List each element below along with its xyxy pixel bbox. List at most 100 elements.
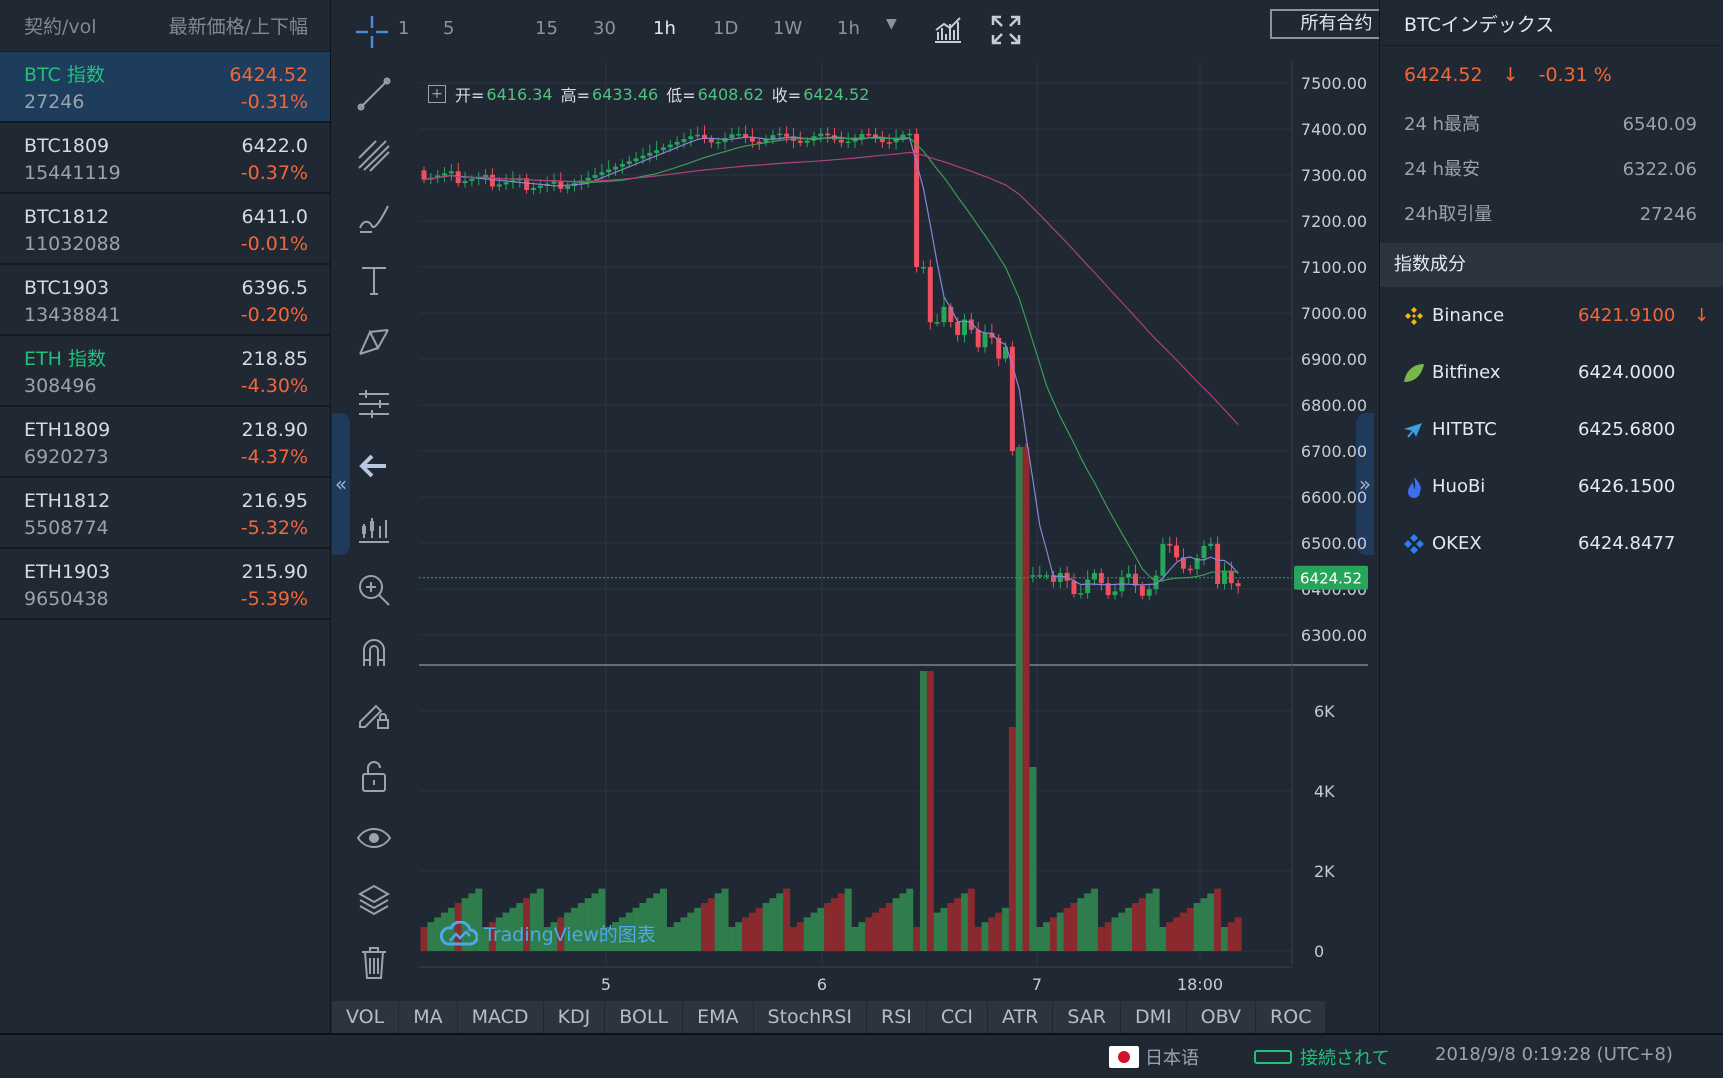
volume-bar: [1015, 447, 1023, 951]
indicator-tab-cci[interactable]: CCI: [927, 1001, 989, 1033]
magnet-icon[interactable]: [354, 632, 394, 672]
contract-row[interactable]: ETH1903 215.90 9650438 -5.39%: [0, 549, 330, 620]
indicator-tab-sar[interactable]: SAR: [1053, 1001, 1121, 1033]
zoom-in-icon[interactable]: [354, 570, 394, 610]
contract-change: -5.32%: [240, 517, 308, 539]
interval-1w[interactable]: 1W: [773, 18, 803, 39]
current-price-label: 6424.52: [1300, 570, 1362, 588]
indicators-chart-icon[interactable]: [928, 10, 968, 50]
exchange-row[interactable]: HuoBi 6426.1500: [1380, 458, 1723, 515]
contract-row[interactable]: ETH1809 218.90 6920273 -4.37%: [0, 407, 330, 478]
volume-bar: [584, 898, 592, 951]
volume-bar: [475, 888, 483, 951]
indicator-tab-vol[interactable]: VOL: [332, 1001, 400, 1033]
open-label: 开=: [455, 86, 485, 105]
indicator-tab-macd[interactable]: MACD: [458, 1001, 544, 1033]
exchange-row[interactable]: OKEX 6424.8477: [1380, 515, 1723, 572]
contract-row[interactable]: ETH1812 216.95 5508774 -5.32%: [0, 478, 330, 549]
candle-body: [619, 163, 625, 167]
huobi-icon: [1402, 475, 1426, 499]
exchange-row[interactable]: HITBTC 6425.6800: [1380, 401, 1723, 458]
exchange-row[interactable]: Binance 6421.9100 ↓: [1380, 287, 1723, 344]
contract-volume: 15441119: [24, 162, 121, 184]
contract-row[interactable]: BTC1812 6411.0 11032088 -0.01%: [0, 194, 330, 265]
collapse-right-panel-button[interactable]: »: [1356, 413, 1374, 555]
candle-body: [448, 171, 454, 174]
indicator-tab-roc[interactable]: ROC: [1256, 1001, 1327, 1033]
unlock-icon[interactable]: [354, 756, 394, 796]
fib-tool-icon[interactable]: [354, 136, 394, 176]
candle-body: [797, 140, 803, 143]
time-tick-label: 18:00: [1177, 975, 1223, 994]
add-study-icon[interactable]: +: [428, 85, 446, 103]
measure-tool-icon[interactable]: [354, 384, 394, 424]
price-tick-label: 6600.00: [1301, 488, 1367, 507]
contract-row[interactable]: BTC1809 6422.0 15441119 -0.37%: [0, 123, 330, 194]
price-tick-label: 6800.00: [1301, 396, 1367, 415]
indicator-tab-atr[interactable]: ATR: [988, 1001, 1054, 1033]
lock-drawing-icon[interactable]: [354, 694, 394, 734]
volume-bar: [434, 917, 442, 951]
candle-body: [989, 332, 995, 338]
trash-icon[interactable]: [354, 942, 394, 982]
interval-dropdown[interactable]: 1h: [837, 18, 860, 39]
layers-icon[interactable]: [354, 880, 394, 920]
connection-status: 接続されて: [1254, 1044, 1389, 1070]
indicator-tab-obv[interactable]: OBV: [1187, 1001, 1257, 1033]
interval-1h[interactable]: 1h: [653, 18, 676, 39]
okex-icon: [1402, 532, 1426, 556]
contract-row[interactable]: BTC1903 6396.5 13438841 -0.20%: [0, 265, 330, 336]
back-arrow-icon[interactable]: [354, 446, 394, 486]
exchange-name: Binance: [1432, 305, 1505, 326]
indicator-tab-boll[interactable]: BOLL: [605, 1001, 684, 1033]
low-label: 低=: [666, 86, 696, 105]
volume-bar: [1138, 898, 1146, 951]
volume-bar: [960, 893, 968, 951]
eye-icon[interactable]: [354, 818, 394, 858]
language-selector[interactable]: 日本语: [1109, 1044, 1199, 1070]
volume-bar: [427, 922, 435, 951]
pattern-tool-icon[interactable]: [354, 322, 394, 362]
volume-bar: [666, 927, 674, 951]
candle-body: [1174, 545, 1180, 558]
contract-change: -4.37%: [240, 446, 308, 468]
chevron-down-icon[interactable]: ▼: [886, 16, 897, 32]
contract-row[interactable]: ETH 指数 218.85 308496 -4.30%: [0, 336, 330, 407]
interval-1d[interactable]: 1D: [713, 18, 739, 39]
stat-label: 24h取引量: [1404, 204, 1493, 225]
indicator-tab-kdj[interactable]: KDJ: [544, 1001, 606, 1033]
indicator-tab-ema[interactable]: EMA: [683, 1001, 754, 1033]
fullscreen-icon[interactable]: [986, 10, 1026, 50]
candle-body: [421, 170, 427, 180]
volume-bar: [837, 893, 845, 951]
candle-body: [695, 134, 701, 137]
interval-5[interactable]: 5: [443, 18, 455, 39]
collapse-left-panel-button[interactable]: «: [332, 413, 350, 555]
volume-bar: [906, 888, 914, 951]
interval-15[interactable]: 15: [535, 18, 558, 39]
chart-type-icon[interactable]: [354, 508, 394, 548]
volume-bar: [1077, 898, 1085, 951]
indicator-tab-stochrsi[interactable]: StochRSI: [754, 1001, 868, 1033]
candle-body: [1201, 545, 1207, 559]
indicator-tab-dmi[interactable]: DMI: [1121, 1001, 1187, 1033]
volume-bar: [557, 917, 565, 951]
contract-row[interactable]: BTC 指数 6424.52 27246 -0.31%: [0, 52, 330, 123]
candle-body: [462, 180, 468, 184]
trend-line-icon[interactable]: [354, 74, 394, 114]
candle-body: [688, 136, 694, 140]
price-chart[interactable]: 7500.00 7400.00 7300.00 7200.00 7100.00 7000.…: [332, 0, 1378, 1000]
interval-30[interactable]: 30: [593, 18, 616, 39]
contract-list-header: 契約/vol 最新価格/上下幅: [0, 0, 330, 52]
brush-icon[interactable]: [354, 198, 394, 238]
contract-price: 218.85: [241, 348, 308, 370]
candle-body: [681, 139, 687, 142]
indicator-tab-ma[interactable]: MA: [399, 1001, 458, 1033]
exchange-row[interactable]: Bitfinex 6424.0000: [1380, 344, 1723, 401]
candle-body: [879, 138, 885, 143]
interval-1[interactable]: 1: [398, 18, 410, 39]
crosshair-icon[interactable]: [352, 12, 392, 52]
text-tool-icon[interactable]: [354, 260, 394, 300]
indicator-tab-rsi[interactable]: RSI: [867, 1001, 927, 1033]
contract-price: 215.90: [241, 561, 308, 583]
